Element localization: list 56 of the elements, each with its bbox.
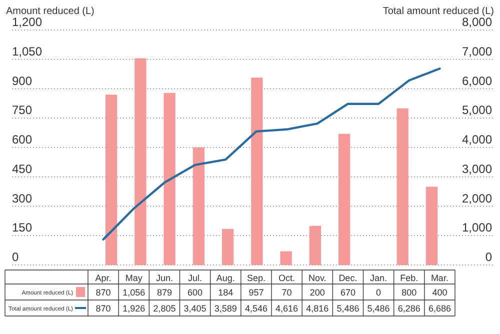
data-label: 1,926 <box>122 304 146 314</box>
y2-tick-label: 3,000 <box>462 162 492 176</box>
data-label: 670 <box>340 288 356 298</box>
x-tick-label: Jan. <box>370 273 388 283</box>
x-tick-label: Apr. <box>95 273 112 283</box>
y-tick-label: 0 <box>12 250 19 264</box>
y2-tick-label: 8,000 <box>462 15 492 29</box>
y-tick-label: 750 <box>12 103 32 118</box>
y2-tick-label: 0 <box>485 250 492 264</box>
data-label: 600 <box>188 288 203 298</box>
data-label: 800 <box>402 288 417 298</box>
data-label: 3,405 <box>184 304 206 314</box>
data-label: 6,686 <box>428 304 451 314</box>
x-tick-label: Mar. <box>430 273 448 283</box>
x-tick-label: Jul. <box>188 273 202 283</box>
y-tick-label: 600 <box>12 132 32 146</box>
y-tick-label: 1,050 <box>12 44 42 58</box>
x-tick-label: Dec. <box>338 273 358 283</box>
x-tick-label: Feb. <box>400 273 418 283</box>
y2-tick-label: 1,000 <box>462 220 492 235</box>
data-label: 870 <box>96 304 111 314</box>
y-tick-label: 1,200 <box>12 15 42 29</box>
y2-tick-label: 2,000 <box>462 191 492 206</box>
data-label: 5,486 <box>367 304 390 314</box>
data-label: 200 <box>310 288 325 298</box>
data-label: 400 <box>432 288 448 298</box>
x-tick-label: Oct. <box>278 273 296 283</box>
x-tick-label: Nov. <box>308 273 326 283</box>
data-label: 870 <box>96 288 111 298</box>
data-label: 1,056 <box>122 288 146 298</box>
data-label: 184 <box>218 288 234 298</box>
data-label: 957 <box>248 288 264 298</box>
x-tick-label: May <box>125 273 143 283</box>
y-tick-label: 900 <box>12 74 32 88</box>
y2-tick-label: 7,000 <box>462 44 492 58</box>
y-axis-title: Amount reduced (L) <box>6 6 94 17</box>
data-label: 5,486 <box>336 304 360 314</box>
y2-tick-label: 6,000 <box>462 74 492 88</box>
x-tick-label: Jun. <box>156 273 173 283</box>
y2-axis-title: Total amount reduced (L) <box>382 6 494 17</box>
data-label: 6,286 <box>398 304 420 314</box>
y-tick-label: 150 <box>12 220 32 235</box>
data-label: 3,589 <box>214 304 237 314</box>
data-label: 879 <box>156 288 172 298</box>
data-label: 4,616 <box>276 304 298 314</box>
y2-tick-label: 4,000 <box>462 132 492 146</box>
x-tick-label: Sep. <box>246 273 266 283</box>
y-tick-label: 300 <box>12 191 32 206</box>
data-label: 70 <box>282 288 292 298</box>
y-tick-label: 450 <box>12 162 32 176</box>
data-label: 2,805 <box>153 304 176 314</box>
data-label: 4,546 <box>244 304 268 314</box>
data-label: 4,816 <box>306 304 329 314</box>
y2-tick-label: 5,000 <box>462 103 492 118</box>
data-label: 0 <box>376 288 382 298</box>
x-tick-label: Aug. <box>216 273 235 283</box>
